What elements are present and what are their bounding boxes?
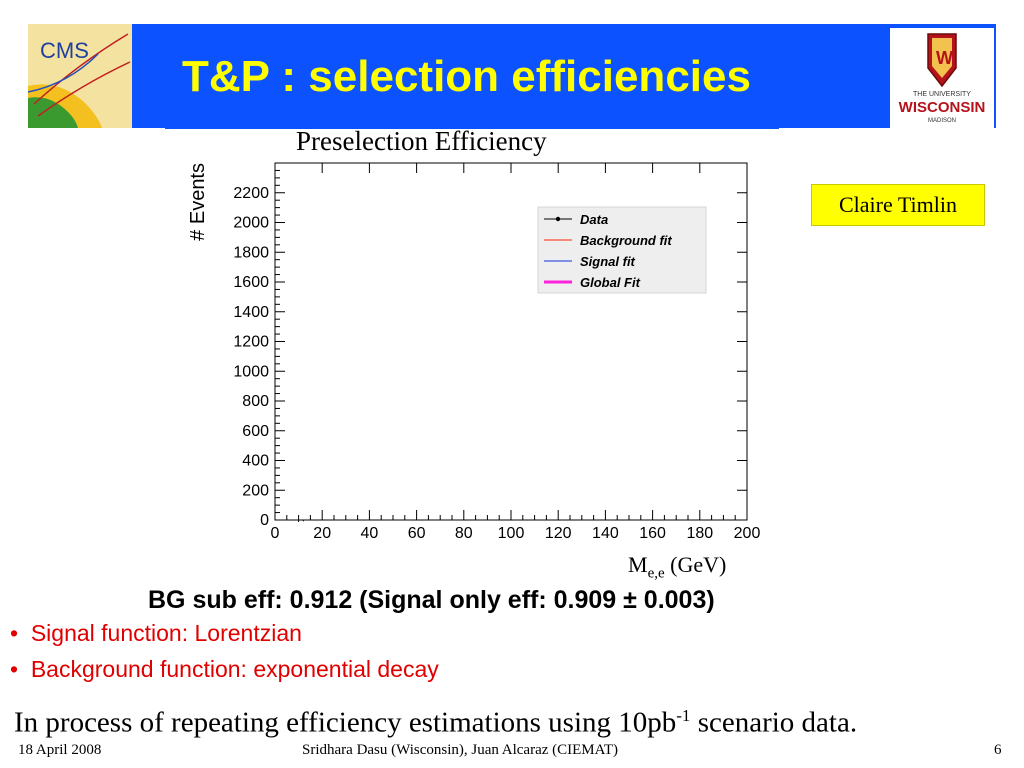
x-tick-label: 60 [408, 525, 426, 542]
y-tick-label: 1800 [233, 244, 269, 261]
uw-logo: W THE UNIVERSITY WISCONSIN MADISON [890, 28, 994, 128]
x-tick-label: 200 [734, 525, 761, 542]
efficiency-result: BG sub eff: 0.912 (Signal only eff: 0.90… [148, 586, 715, 614]
x-tick-label: 180 [686, 525, 713, 542]
uw-logo-bottom-text: MADISON [928, 118, 956, 124]
x-tick-label: 40 [361, 525, 379, 542]
legend-label: Global Fit [580, 275, 641, 290]
y-tick-label: 1600 [233, 274, 269, 291]
banner-underline [165, 126, 779, 129]
x-tick-label: 80 [455, 525, 473, 542]
y-tick-label: 800 [242, 393, 269, 410]
y-tick-label: 1400 [233, 304, 269, 321]
x-tick-label: 160 [639, 525, 666, 542]
y-tick-label: 400 [242, 453, 269, 470]
legend-box [537, 206, 707, 294]
cms-logo: CMS [28, 24, 132, 128]
y-tick-label: 1000 [233, 363, 269, 380]
y-tick-label: 0 [260, 512, 269, 529]
y-tick-label: 2200 [233, 185, 269, 202]
footer-date: 18 April 2008 [18, 742, 102, 758]
cms-logo-text: CMS [40, 38, 89, 63]
legend-swatch-marker [555, 216, 561, 222]
legend-label: Signal fit [580, 254, 636, 269]
y-tick-label: 600 [242, 423, 269, 440]
chart-title: Preselection Efficiency [296, 126, 547, 156]
x-tick-label: 120 [545, 525, 572, 542]
y-axis-label: # Events [187, 163, 209, 241]
y-tick-label: 2000 [233, 215, 269, 232]
uw-logo-small-text: THE UNIVERSITY [913, 91, 971, 98]
slide-title: T&P : selection efficiencies [182, 52, 751, 101]
legend-label: Background fit [580, 233, 672, 248]
legend-label: Data [580, 212, 608, 227]
bullet-background-function: • Background function: exponential decay [10, 656, 439, 682]
mass-distribution-chart: 0 20 40 60 80 100 120 140 160 180 2000200400600800… [187, 162, 761, 542]
x-axis-label: Me,e (GeV) [628, 552, 727, 582]
x-tick-label: 140 [592, 525, 619, 542]
x-tick-label: 0 [271, 525, 280, 542]
y-tick-label: 200 [242, 482, 269, 499]
status-note: In process of repeating efficiency estim… [14, 706, 858, 739]
author-box: Claire Timlin [811, 184, 985, 226]
x-tick-label: 100 [498, 525, 525, 542]
uw-logo-name-text: WISCONSIN [899, 99, 986, 116]
bullet-signal-function: • Signal function: Lorentzian [10, 620, 302, 646]
title-banner [28, 24, 996, 128]
x-tick-label: 20 [313, 525, 331, 542]
svg-text:W: W [936, 48, 953, 68]
page-number: 6 [994, 742, 1002, 758]
y-tick-label: 1200 [233, 334, 269, 351]
footer-authors: Sridhara Dasu (Wisconsin), Juan Alcaraz … [302, 742, 618, 758]
